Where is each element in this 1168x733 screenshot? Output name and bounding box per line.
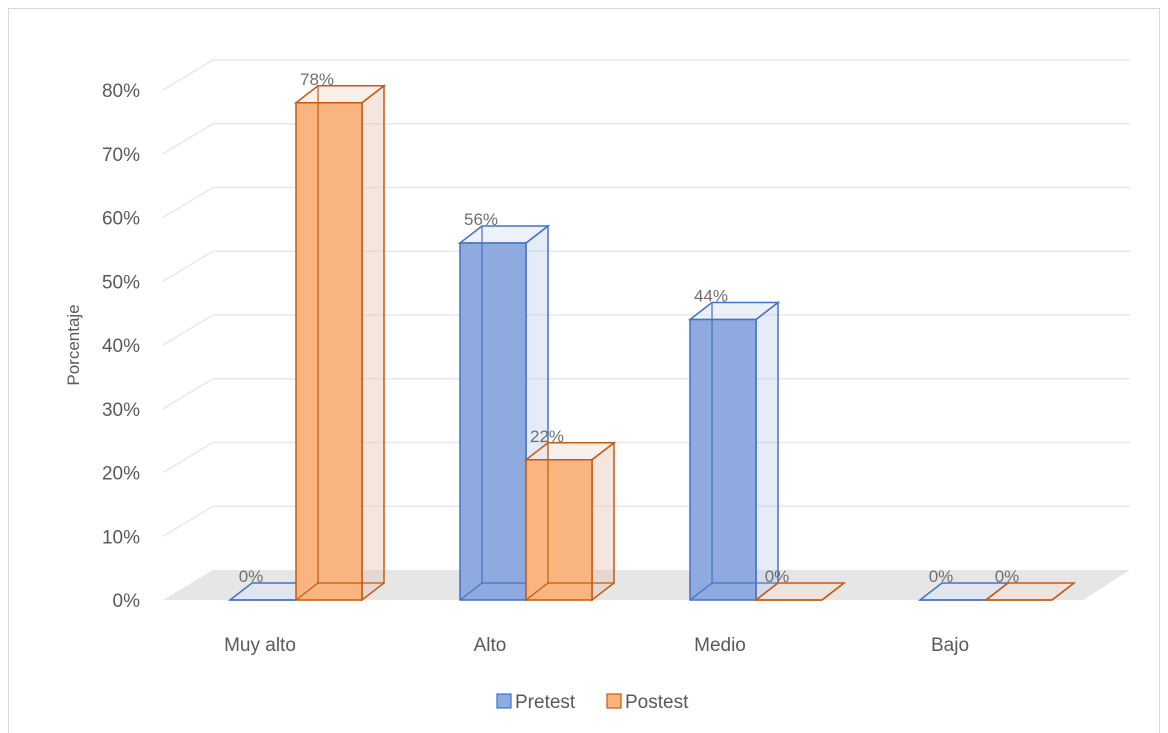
data-label: 0% (995, 567, 1020, 586)
x-category-label: Alto (474, 635, 507, 656)
gridline-side (162, 186, 214, 219)
bar-base-edge (459, 582, 483, 601)
y-tick-label: 10% (102, 527, 140, 548)
gridline-side (162, 441, 214, 474)
data-label: 44% (694, 287, 728, 306)
data-label: 0% (765, 567, 790, 586)
legend-label: Postest (625, 692, 689, 713)
gridline-side (162, 250, 214, 282)
gridline-side (162, 123, 214, 155)
data-label: 0% (929, 567, 954, 586)
gridline-side (162, 314, 214, 346)
data-label: 56% (464, 210, 498, 229)
data-label: 0% (239, 567, 264, 586)
data-label: 22% (530, 427, 564, 446)
y-tick-label: 80% (102, 81, 140, 102)
bar-base-edge (525, 582, 549, 601)
y-tick-label: 30% (102, 400, 140, 421)
bar-side (591, 441, 615, 602)
y-tick-label: 60% (102, 209, 140, 230)
chart-frame (8, 8, 1160, 733)
bar-front (689, 318, 757, 601)
y-tick-label: 70% (102, 145, 140, 166)
x-category-label: Medio (694, 635, 746, 656)
data-label: 78% (300, 70, 334, 89)
gridline-side (162, 505, 214, 537)
bar-base-edge (689, 582, 713, 601)
x-category-label: Muy alto (224, 635, 296, 656)
bar-front (295, 102, 363, 601)
bar-side (361, 84, 385, 602)
legend-label: Pretest (515, 692, 576, 713)
y-tick-label: 0% (113, 591, 141, 612)
y-tick-label: 40% (102, 336, 140, 357)
legend-swatch (606, 693, 622, 709)
y-axis-title: Porcentaje (64, 304, 83, 385)
bar-front (525, 459, 593, 601)
gridline-side (162, 378, 214, 410)
bar-side (755, 300, 779, 602)
bar-base-edge (295, 582, 319, 601)
gridline-side (162, 59, 214, 91)
x-category-label: Bajo (931, 635, 969, 656)
chart-floor (163, 570, 1130, 600)
legend-swatch (496, 693, 512, 709)
y-tick-label: 50% (102, 272, 140, 293)
y-tick-label: 20% (102, 464, 140, 485)
bar-front (459, 242, 527, 601)
